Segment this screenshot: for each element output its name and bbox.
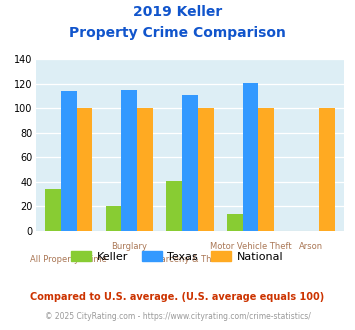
Bar bbox=[121, 90, 137, 231]
Text: Arson: Arson bbox=[299, 242, 323, 251]
Bar bbox=[182, 95, 198, 231]
Text: Burglary: Burglary bbox=[111, 242, 147, 251]
Bar bbox=[106, 207, 121, 231]
Text: Compared to U.S. average. (U.S. average equals 100): Compared to U.S. average. (U.S. average … bbox=[31, 292, 324, 302]
Text: © 2025 CityRating.com - https://www.cityrating.com/crime-statistics/: © 2025 CityRating.com - https://www.city… bbox=[45, 312, 310, 321]
Bar bbox=[45, 189, 61, 231]
Bar bbox=[227, 214, 242, 231]
Bar bbox=[258, 109, 274, 231]
Bar bbox=[61, 91, 77, 231]
Bar bbox=[198, 109, 214, 231]
Legend: Keller, Texas, National: Keller, Texas, National bbox=[67, 247, 288, 267]
Bar bbox=[166, 181, 182, 231]
Bar bbox=[242, 83, 258, 231]
Bar bbox=[319, 109, 335, 231]
Text: Property Crime Comparison: Property Crime Comparison bbox=[69, 26, 286, 40]
Text: Motor Vehicle Theft: Motor Vehicle Theft bbox=[210, 242, 291, 251]
Text: 2019 Keller: 2019 Keller bbox=[133, 5, 222, 19]
Bar bbox=[137, 109, 153, 231]
Bar bbox=[77, 109, 92, 231]
Text: Larceny & Theft: Larceny & Theft bbox=[157, 255, 223, 264]
Text: All Property Crime: All Property Crime bbox=[31, 255, 107, 264]
